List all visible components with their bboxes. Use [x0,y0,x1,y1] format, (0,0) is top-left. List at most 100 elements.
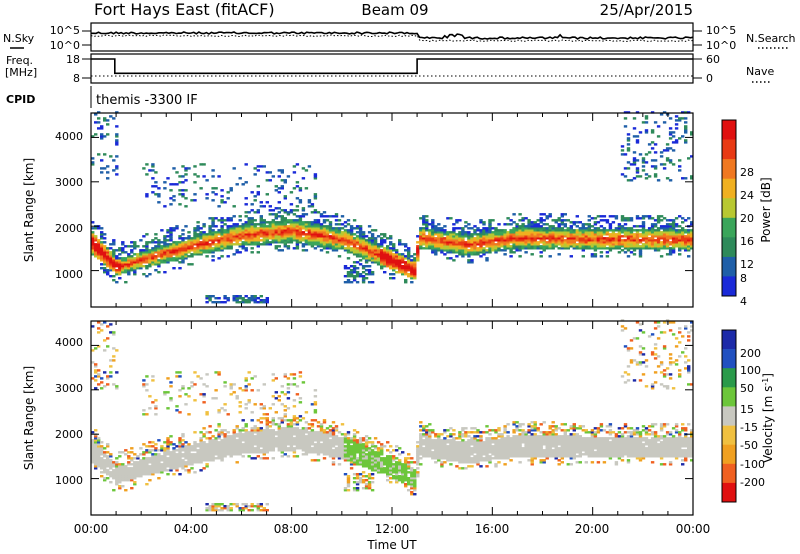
velocity-cell [386,467,390,470]
power-cell [196,243,200,246]
power-cell [545,227,549,230]
power-cell [434,249,438,252]
velocity-cell [310,431,315,434]
velocity-cell [292,441,297,444]
power-cell [401,253,405,256]
power-cell [530,239,534,242]
power-cell [641,225,646,228]
velocity-cell [401,463,405,466]
power-cell [175,183,179,186]
velocity-cell [352,435,357,438]
power-cell [476,243,480,246]
velocity-cell [223,507,227,510]
power-cell [169,203,173,206]
power-cell [214,301,218,304]
power-cell [392,249,396,252]
velocity-cell [262,451,266,454]
velocity-cell [410,473,414,476]
power-cell [115,271,119,274]
velocity-cell [407,477,411,480]
velocity-cell [100,441,104,444]
velocity-cell [148,459,152,462]
power-cell [367,231,372,234]
power-cell [262,229,266,232]
power-cell [681,117,685,120]
power-cell [665,227,670,230]
velocity-cell [343,435,348,438]
power-cell [401,243,405,246]
power-cell [515,233,519,236]
power-cell [208,245,212,248]
power-cell [265,179,269,182]
power-cell [560,239,564,242]
power-cell [190,241,194,244]
power-cell [389,253,393,256]
power-cell [268,221,272,224]
power-cell [238,237,242,240]
velocity-cell [313,409,318,412]
power-cell [109,267,113,270]
power-cell [650,159,655,162]
power-cell [467,237,471,240]
velocity-cell [319,439,324,442]
power-cell [482,231,486,234]
power-cell [671,227,676,230]
velocity-cell [127,461,131,464]
power-cell [253,243,257,246]
power-cell [593,229,598,232]
velocity-cell [121,471,125,474]
power-cell [115,133,119,136]
power-cell [638,249,643,252]
velocity-cell [112,463,116,466]
power-cell [211,219,215,222]
power-cell [154,251,158,254]
power-cell [650,235,655,238]
power-cell [467,227,471,230]
power-cell [560,229,564,232]
power-cell [542,245,546,248]
velocity-cell [277,437,281,440]
power-cell [112,241,116,244]
power-cell [211,249,215,252]
power-cell [277,187,281,190]
power-cell [214,217,218,220]
power-cell [217,241,221,244]
velocity-cell [187,471,191,474]
power-cell [139,239,143,242]
velocity-cell [109,459,113,462]
velocity-cell [386,463,390,466]
power-cell [220,249,224,252]
power-cell [265,225,269,228]
power-cell [208,249,212,252]
velocity-cell [226,445,230,448]
power-cell [431,235,435,238]
velocity-cell [115,461,119,464]
power-cell [343,241,348,244]
power-cell [506,233,510,236]
power-cell [187,231,191,234]
power-cell [343,265,348,268]
power-cell [470,253,474,256]
power-cell [106,263,110,266]
power-cell [635,169,640,172]
power-cell [328,231,333,234]
power-cell [280,187,284,190]
power-cell [103,271,107,274]
power-cell [410,255,414,258]
power-cell [398,271,402,274]
power-cell [656,235,661,238]
power-cell [380,243,384,246]
velocity-cell [310,437,315,440]
power-cell [455,247,459,250]
power-cell [199,245,203,248]
velocity-cell [250,445,254,448]
power-cell [208,237,212,240]
power-cell [256,245,260,248]
power-cell [220,201,224,204]
power-cell [671,251,676,254]
power-cell [674,241,679,244]
velocity-cell [253,429,257,432]
power-cell [97,227,101,230]
velocity-cell [325,449,330,452]
power-cell [277,249,281,252]
